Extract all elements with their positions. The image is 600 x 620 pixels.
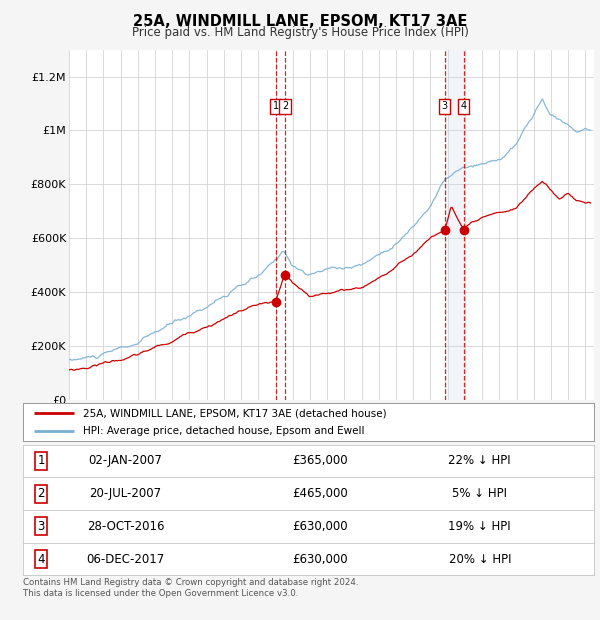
Text: 5% ↓ HPI: 5% ↓ HPI <box>452 487 507 500</box>
Text: 25A, WINDMILL LANE, EPSOM, KT17 3AE: 25A, WINDMILL LANE, EPSOM, KT17 3AE <box>133 14 467 29</box>
Text: Price paid vs. HM Land Registry's House Price Index (HPI): Price paid vs. HM Land Registry's House … <box>131 26 469 39</box>
Text: 20% ↓ HPI: 20% ↓ HPI <box>449 552 511 565</box>
Text: 1: 1 <box>272 101 279 111</box>
Text: 3: 3 <box>442 101 448 111</box>
Text: 2: 2 <box>282 101 288 111</box>
Text: 02-JAN-2007: 02-JAN-2007 <box>89 454 163 467</box>
Text: 22% ↓ HPI: 22% ↓ HPI <box>448 454 511 467</box>
Text: 1: 1 <box>37 454 45 467</box>
Text: HPI: Average price, detached house, Epsom and Ewell: HPI: Average price, detached house, Epso… <box>83 426 364 436</box>
Text: This data is licensed under the Open Government Licence v3.0.: This data is licensed under the Open Gov… <box>23 589 298 598</box>
Text: Contains HM Land Registry data © Crown copyright and database right 2024.: Contains HM Land Registry data © Crown c… <box>23 578 358 587</box>
Text: 4: 4 <box>37 552 45 565</box>
Text: 2: 2 <box>37 487 45 500</box>
Text: 19% ↓ HPI: 19% ↓ HPI <box>448 520 511 533</box>
Text: 4: 4 <box>460 101 467 111</box>
Bar <box>445 50 464 400</box>
Text: 20-JUL-2007: 20-JUL-2007 <box>89 487 161 500</box>
Text: 28-OCT-2016: 28-OCT-2016 <box>87 520 164 533</box>
Text: £630,000: £630,000 <box>292 552 347 565</box>
Text: £630,000: £630,000 <box>292 520 347 533</box>
Text: 25A, WINDMILL LANE, EPSOM, KT17 3AE (detached house): 25A, WINDMILL LANE, EPSOM, KT17 3AE (det… <box>83 409 386 419</box>
Text: 06-DEC-2017: 06-DEC-2017 <box>86 552 165 565</box>
Text: 3: 3 <box>37 520 45 533</box>
Text: £365,000: £365,000 <box>292 454 347 467</box>
Text: £465,000: £465,000 <box>292 487 347 500</box>
